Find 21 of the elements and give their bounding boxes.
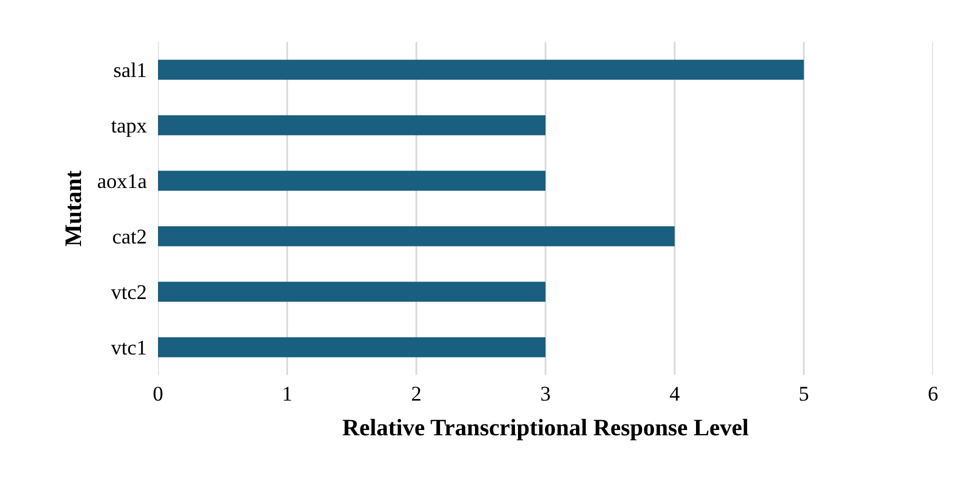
y-tick-label: sal1: [114, 62, 146, 78]
x-tick-label: 5: [800, 386, 808, 401]
y-tick-label: vtc1: [111, 340, 146, 355]
y-tick-label: tapx: [111, 120, 147, 137]
x-tick-label: 1: [284, 386, 292, 401]
y-tick-label: aox1a: [98, 174, 147, 188]
bar: [158, 282, 546, 302]
bar: [158, 170, 546, 191]
x-tick-label: 0: [154, 386, 162, 401]
x-tick-label: 3: [541, 386, 550, 401]
bar: [158, 60, 804, 80]
bar: [158, 115, 546, 136]
y-axis-title: Mutant: [66, 170, 82, 246]
bar: [158, 337, 546, 358]
x-axis-title: Relative Transcriptional Response Level: [342, 418, 748, 440]
x-tick-label: 6: [928, 386, 938, 401]
y-tick-label: vtc2: [111, 285, 146, 300]
x-tick-label: 2: [412, 386, 420, 401]
x-tick-label: 4: [670, 386, 680, 401]
bar: [158, 226, 675, 246]
y-tick-label: cat2: [112, 230, 146, 244]
